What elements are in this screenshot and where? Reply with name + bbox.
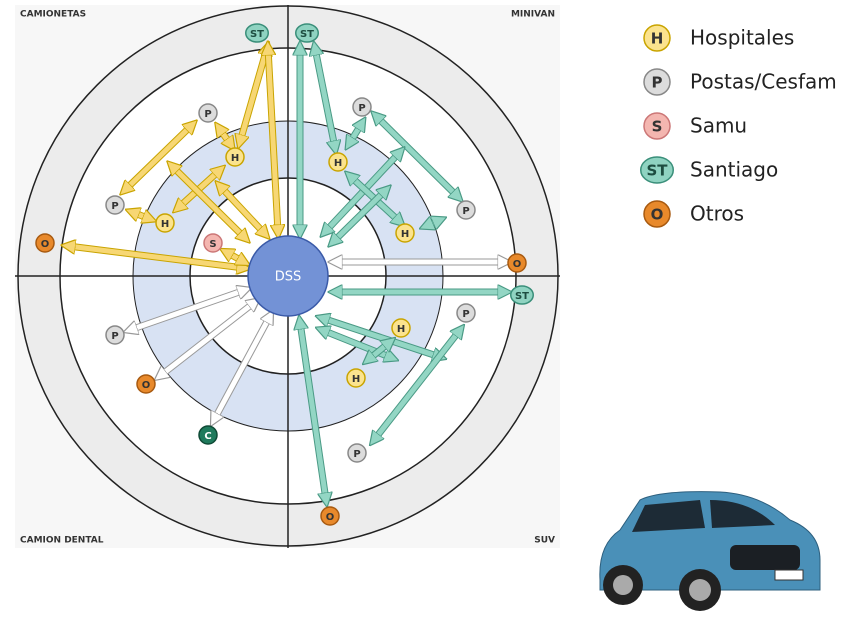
legend-label: Hospitales xyxy=(690,26,794,50)
node-label: H xyxy=(161,219,169,230)
node-label: ST xyxy=(250,29,264,40)
legend-label: Otros xyxy=(690,202,744,226)
legend-label: Postas/Cesfam xyxy=(690,70,837,94)
legend-label: Santiago xyxy=(690,158,778,182)
node-label: H xyxy=(352,374,360,385)
node-label: P xyxy=(204,109,211,120)
node-label: P xyxy=(353,449,360,460)
node-label: S xyxy=(209,239,216,250)
quadrant-label: CAMIONETAS xyxy=(20,10,86,20)
node-label: H xyxy=(397,324,405,335)
node-label: S xyxy=(652,118,663,136)
node-label: O xyxy=(41,239,50,250)
node-label: P xyxy=(462,309,469,320)
node-label: P xyxy=(111,331,118,342)
node-label: ST xyxy=(646,162,668,180)
node-label: C xyxy=(204,431,211,442)
node-label: P xyxy=(652,74,663,92)
legend-label: Samu xyxy=(690,114,747,138)
center-label: DSS xyxy=(275,270,302,285)
node-label: H xyxy=(401,229,409,240)
node-label: P xyxy=(111,201,118,212)
node-label: P xyxy=(358,103,365,114)
node-label: O xyxy=(142,380,151,391)
car-image xyxy=(600,492,820,611)
quadrant-label: MINIVAN xyxy=(511,10,555,20)
quadrant-label: SUV xyxy=(534,536,555,546)
quadrant-label: CAMION DENTAL xyxy=(20,536,104,546)
node-label: H xyxy=(651,30,664,48)
node-label: O xyxy=(651,206,664,224)
node-label: ST xyxy=(515,291,529,302)
legend: H Hospitales P Postas/Cesfam S Samu ST Santiago… xyxy=(641,25,837,227)
node-label: H xyxy=(231,153,239,164)
diagram: DSS CAMIONETAS MINIVAN CAMION DENTAL SUV… xyxy=(0,0,846,613)
node-label: P xyxy=(462,206,469,217)
node-label: O xyxy=(513,259,522,270)
node-label: O xyxy=(326,512,335,523)
node-label: H xyxy=(334,158,342,169)
node-label: ST xyxy=(300,29,314,40)
